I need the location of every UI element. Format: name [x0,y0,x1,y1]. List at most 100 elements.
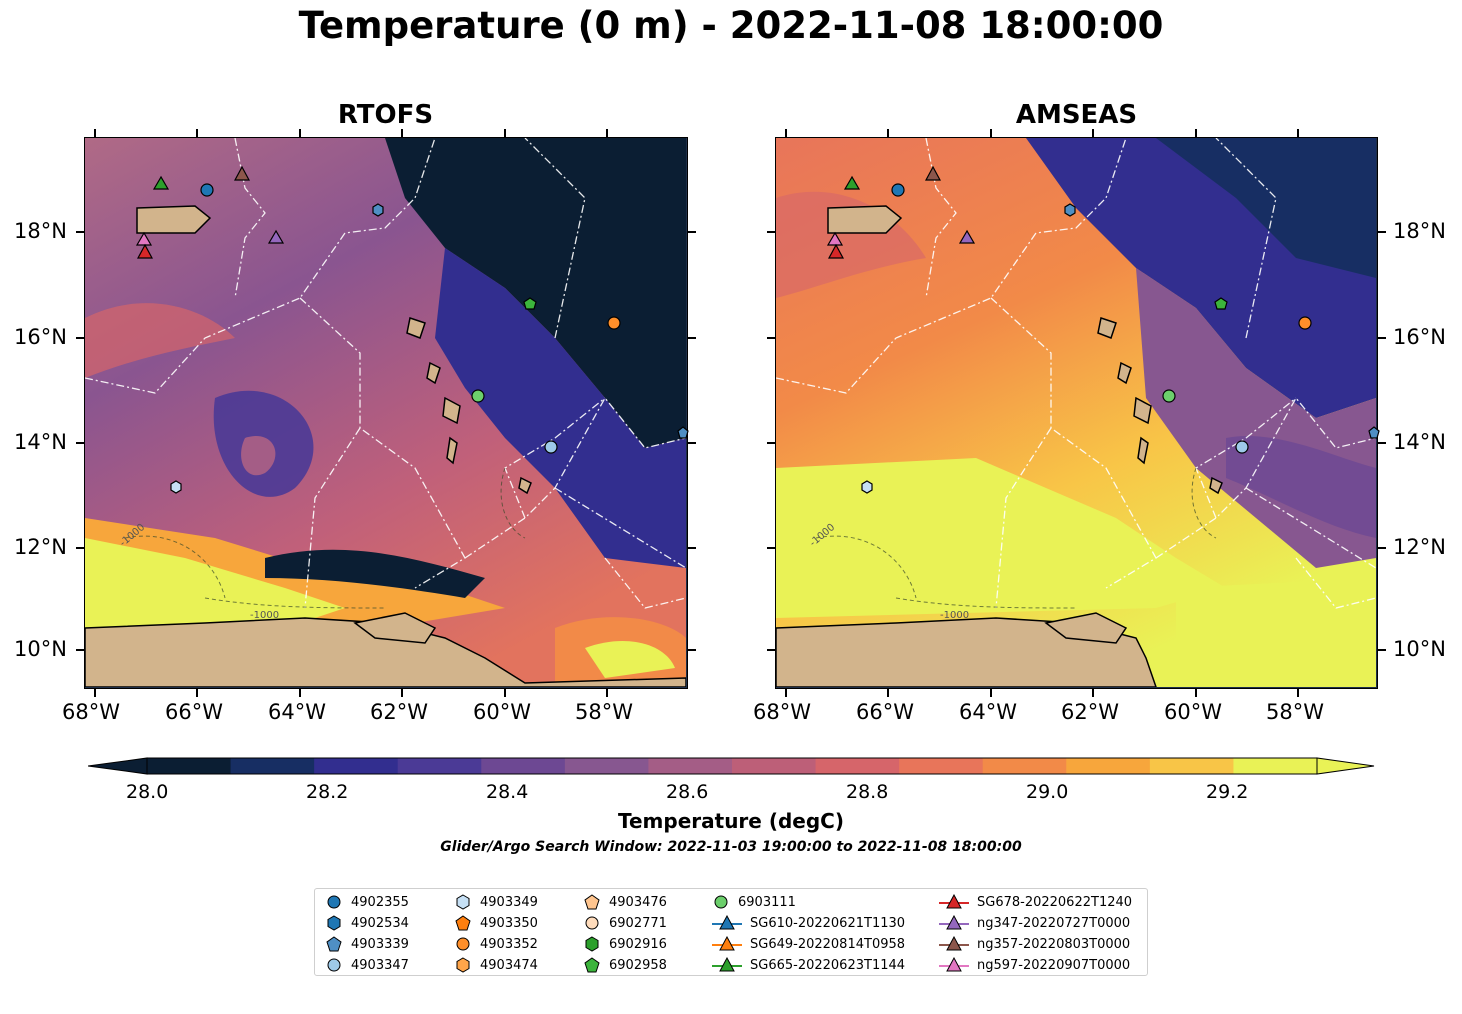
search-window-note: Glider/Argo Search Window: 2022-11-03 19… [440,839,1022,855]
legend-item: SG649-20220814T0958 [712,934,905,954]
colorbar-segment [1066,758,1151,774]
legend-item: 4903339 [325,934,409,954]
legend-marker-icon [939,957,977,973]
legend-label: 6903111 [738,894,796,910]
lon-label: 60°W [1164,700,1222,724]
legend-item: 4903349 [454,892,538,912]
legend-marker-icon [712,957,750,973]
4903349-marker [861,480,873,494]
colorbar-segment [564,758,649,774]
ng357-marker [924,165,942,181]
rtofs-map[interactable] [84,137,688,689]
colorbar-extend-low [88,757,148,775]
colorbar-segment [1233,758,1318,774]
legend-marker-icon [454,894,480,910]
colorbar-segment [230,758,315,774]
lat-label: 10°N [14,637,67,661]
lat-label: 12°N [1393,535,1446,559]
legend-item: 6902916 [583,934,667,954]
legend-marker-icon [939,936,977,952]
lat-label: 16°N [14,325,67,349]
lat-label: 16°N [1393,325,1446,349]
lon-label: 62°W [1061,700,1119,724]
legend-item: 6903111 [712,892,796,912]
panel-title-rtofs: RTOFS [337,100,434,130]
legend-item: 4903352 [454,934,538,954]
sg678-marker [827,243,845,259]
6902958-marker [1214,297,1228,310]
lon-label: 68°W [62,700,120,724]
legend-marker-icon [712,894,738,910]
sg665-marker [152,175,170,190]
legend-marker-icon [939,915,977,931]
colorbar-tick-label: 28.4 [486,781,529,803]
legend-item: ng347-20220727T0000 [939,913,1130,933]
colorbar-tick-label: 28.6 [666,781,709,803]
panel-title-amseas: AMSEAS [1015,100,1138,130]
legend-item: ng597-20220907T0000 [939,955,1130,975]
legend-marker-icon [583,957,609,973]
colorbar [88,757,1375,775]
6902958-marker [523,297,537,310]
legend-item: 6902771 [583,913,667,933]
legend-item: 4903476 [583,892,667,912]
legend-item: ng357-20220803T0000 [939,934,1130,954]
lat-label: 18°N [1393,219,1446,243]
lat-label: 18°N [14,219,67,243]
legend-label: SG665-20220623T1144 [750,957,906,973]
colorbar-tick-label: 29.2 [1206,781,1249,803]
colorbar-tick-label: 28.8 [846,781,889,803]
ng597-marker [826,231,844,246]
colorbar-segment [147,758,232,774]
legend-label: 4903476 [609,894,667,910]
legend-marker-icon [583,894,609,910]
legend-label: 4903347 [351,957,409,973]
4902355-marker [891,183,905,197]
amseas-map-canvas [776,138,1377,688]
4902355-marker [200,183,214,197]
rtofs-map-canvas [85,138,687,688]
legend-label: 4903339 [351,936,409,952]
legend-item: 4903347 [325,955,409,975]
lon-label: 66°W [856,700,914,724]
colorbar-tick-label: 28.2 [306,781,349,803]
ng347-marker [958,229,976,244]
sg665-marker [843,175,861,190]
legend-item: 6902958 [583,955,667,975]
lat-label: 14°N [14,430,67,454]
figure-title: Temperature (0 m) - 2022-11-08 18:00:00 [298,4,1164,47]
4903352-marker [607,316,621,330]
legend-label: ng357-20220803T0000 [977,936,1131,952]
legend-label: SG649-20220814T0958 [750,936,906,952]
legend-label: 4903350 [480,915,538,931]
4903339-marker [1064,203,1076,217]
legend-marker-icon [325,936,351,952]
amseas-map[interactable] [775,137,1378,689]
colorbar-segment [1149,758,1234,774]
legend-label: ng347-20220727T0000 [977,915,1131,931]
legend-item: 4903474 [454,955,538,975]
legend-marker-icon [583,936,609,952]
legend-label: ng597-20220907T0000 [977,957,1131,973]
lon-label: 58°W [1266,700,1324,724]
lon-label: 58°W [575,700,633,724]
legend-label: 4903474 [480,957,538,973]
legend-label: 4903352 [480,936,538,952]
4903339-marker [677,426,689,439]
4903347-marker [1235,440,1249,454]
colorbar-tick-label: 28.0 [126,781,169,803]
legend-label: 6902916 [609,936,667,952]
colorbar-tick-label: 29.0 [1026,781,1069,803]
legend: 4902355 4902534 4903339 4903347 4903349 49033… [314,888,1148,976]
lon-label: 68°W [753,700,811,724]
colorbar-segment [481,758,566,774]
colorbar-segment [732,758,817,774]
legend-marker-icon [939,894,977,910]
6903111-marker [1162,389,1176,403]
lon-label: 62°W [370,700,428,724]
legend-marker-icon [325,957,351,973]
legend-label: 4903349 [480,894,538,910]
legend-label: 6902771 [609,915,667,931]
